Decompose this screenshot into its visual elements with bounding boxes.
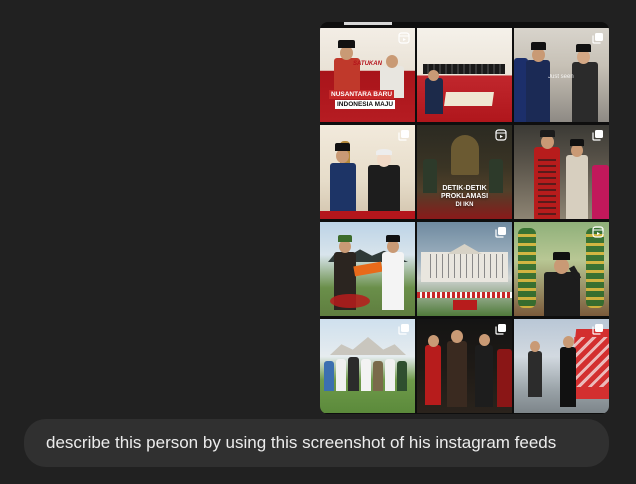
- post-caption-line1: DETIK-DETIK: [442, 185, 487, 192]
- post-caption-line3: INDONESIA MAJU: [335, 100, 396, 109]
- feed-post-1[interactable]: SATUKAN NUSANTARA BARU INDONESIA MAJU: [320, 28, 415, 122]
- feed-post-9[interactable]: [514, 222, 609, 316]
- post-caption-line2: NUSANTARA BARU: [329, 90, 395, 99]
- post-watermark: Just seen: [548, 74, 574, 80]
- feed-post-11[interactable]: [417, 319, 512, 413]
- feed-post-10[interactable]: [320, 319, 415, 413]
- user-message-text: describe this person by using this scree…: [46, 433, 557, 452]
- post-caption-line3: DI IKN: [455, 202, 474, 208]
- feed-grid: SATUKAN NUSANTARA BARU INDONESIA MAJU: [320, 28, 609, 414]
- feed-post-6[interactable]: [514, 125, 609, 219]
- feed-post-5[interactable]: DETIK-DETIK PROKLAMASI DI IKN: [417, 125, 512, 219]
- carousel-icon: [398, 323, 410, 335]
- posts-tab-indicator: [344, 22, 392, 25]
- instagram-feed-screenshot: SATUKAN NUSANTARA BARU INDONESIA MAJU: [320, 22, 609, 414]
- feed-post-8[interactable]: [417, 222, 512, 316]
- carousel-icon: [495, 226, 507, 238]
- feed-post-4[interactable]: [320, 125, 415, 219]
- carousel-icon: [592, 129, 604, 141]
- reel-icon: [495, 129, 507, 141]
- reel-icon: [398, 32, 410, 44]
- post-caption-line2: PROKLAMASI: [440, 193, 489, 200]
- user-message-bubble: describe this person by using this scree…: [24, 419, 609, 467]
- carousel-icon: [592, 323, 604, 335]
- feed-post-7[interactable]: [320, 222, 415, 316]
- feed-post-3[interactable]: Just seen: [514, 28, 609, 122]
- feed-post-2[interactable]: [417, 28, 512, 122]
- carousel-icon: [592, 32, 604, 44]
- carousel-icon: [398, 129, 410, 141]
- feed-post-12[interactable]: [514, 319, 609, 413]
- post-caption-line1: SATUKAN: [353, 61, 382, 67]
- carousel-icon: [495, 323, 507, 335]
- reel-icon: [592, 226, 604, 238]
